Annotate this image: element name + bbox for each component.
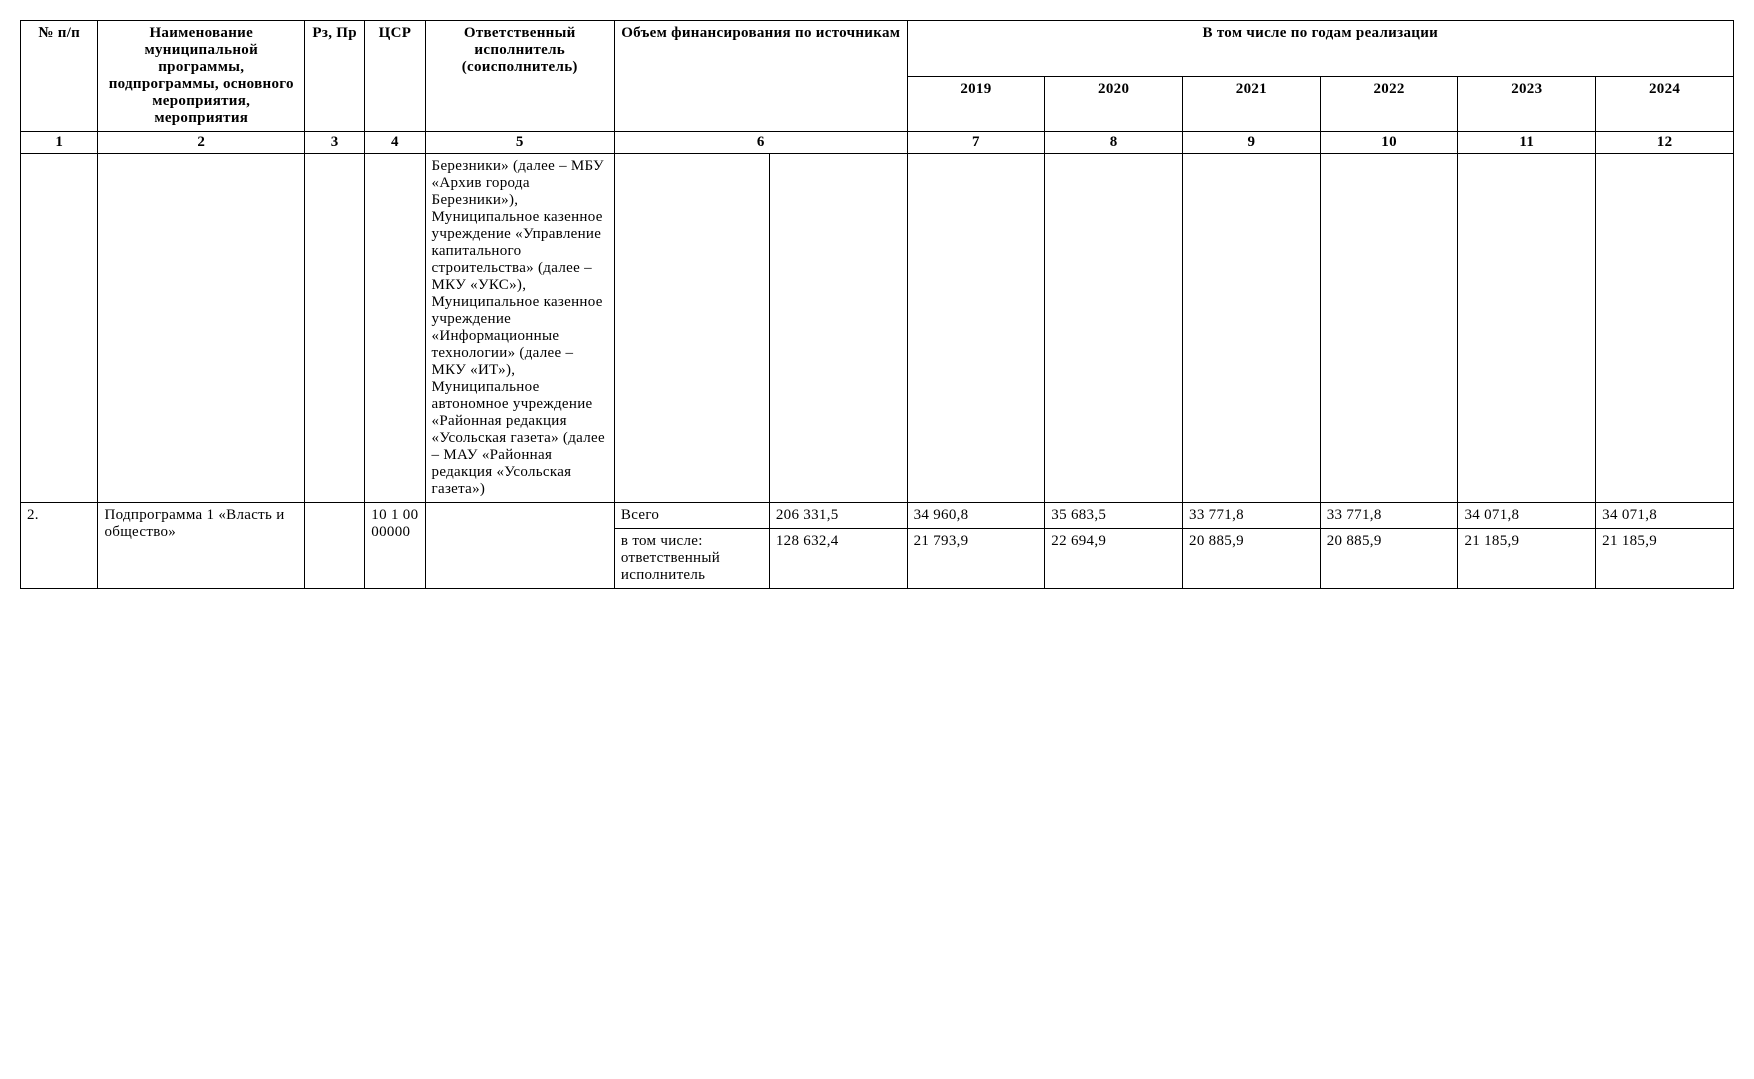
col-header-exec: Ответственный исполнитель (соисполнитель…	[425, 21, 614, 132]
colnum-7: 7	[907, 132, 1045, 154]
colnum-1: 1	[21, 132, 98, 154]
cell-exec	[425, 503, 614, 589]
colnum-3: 3	[305, 132, 365, 154]
table-header-row-1: № п/п Наименование муниципальной програм…	[21, 21, 1734, 77]
col-header-name: Наименование муниципальной программы, по…	[98, 21, 305, 132]
cell-empty	[305, 154, 365, 503]
table-row: 2. Подпрограмма 1 «Власть и общество» 10…	[21, 503, 1734, 529]
cell-rz-pr	[305, 503, 365, 589]
cell-exec-continuation: Березники» (далее – МБУ «Архив города Бе…	[425, 154, 614, 503]
cell-y2023: 21 185,9	[1458, 529, 1596, 589]
colnum-8: 8	[1045, 132, 1183, 154]
cell-y2020: 35 683,5	[1045, 503, 1183, 529]
cell-empty	[98, 154, 305, 503]
cell-fin-total: 206 331,5	[769, 503, 907, 529]
colnum-10: 10	[1320, 132, 1458, 154]
cell-empty	[1458, 154, 1596, 503]
colnum-11: 11	[1458, 132, 1596, 154]
table-row: Березники» (далее – МБУ «Архив города Бе…	[21, 154, 1734, 503]
colnum-9: 9	[1183, 132, 1321, 154]
cell-empty	[1320, 154, 1458, 503]
cell-y2023: 34 071,8	[1458, 503, 1596, 529]
col-header-2024: 2024	[1596, 76, 1734, 132]
colnum-12: 12	[1596, 132, 1734, 154]
cell-empty	[1596, 154, 1734, 503]
cell-empty	[614, 154, 769, 503]
cell-y2022: 20 885,9	[1320, 529, 1458, 589]
col-header-rz-pr: Рз, Пр	[305, 21, 365, 132]
cell-empty	[1045, 154, 1183, 503]
col-header-2020: 2020	[1045, 76, 1183, 132]
cell-empty	[907, 154, 1045, 503]
cell-fin-total: 128 632,4	[769, 529, 907, 589]
colnum-5: 5	[425, 132, 614, 154]
cell-y2019: 34 960,8	[907, 503, 1045, 529]
cell-empty	[365, 154, 425, 503]
budget-table: № п/п Наименование муниципальной програм…	[20, 20, 1734, 589]
col-header-csr: ЦСР	[365, 21, 425, 132]
col-header-2019: 2019	[907, 76, 1045, 132]
col-header-n-pp: № п/п	[21, 21, 98, 132]
colnum-6: 6	[614, 132, 907, 154]
cell-empty	[769, 154, 907, 503]
cell-n-pp: 2.	[21, 503, 98, 589]
col-header-2021: 2021	[1183, 76, 1321, 132]
cell-y2019: 21 793,9	[907, 529, 1045, 589]
cell-y2020: 22 694,9	[1045, 529, 1183, 589]
col-header-2023: 2023	[1458, 76, 1596, 132]
cell-fin-label: Всего	[614, 503, 769, 529]
cell-empty	[21, 154, 98, 503]
cell-y2024: 21 185,9	[1596, 529, 1734, 589]
col-header-2022: 2022	[1320, 76, 1458, 132]
col-header-fin-src: Объем финансирования по источникам	[614, 21, 907, 132]
col-header-years: В том числе по годам реализации	[907, 21, 1733, 77]
table-number-row: 1 2 3 4 5 6 7 8 9 10 11 12	[21, 132, 1734, 154]
colnum-4: 4	[365, 132, 425, 154]
cell-y2021: 20 885,9	[1183, 529, 1321, 589]
cell-y2024: 34 071,8	[1596, 503, 1734, 529]
cell-empty	[1183, 154, 1321, 503]
cell-name: Подпрограмма 1 «Власть и общество»	[98, 503, 305, 589]
cell-csr: 10 1 00 00000	[365, 503, 425, 589]
cell-y2021: 33 771,8	[1183, 503, 1321, 529]
cell-fin-label: в том числе: ответственный исполнитель	[614, 529, 769, 589]
colnum-2: 2	[98, 132, 305, 154]
cell-y2022: 33 771,8	[1320, 503, 1458, 529]
